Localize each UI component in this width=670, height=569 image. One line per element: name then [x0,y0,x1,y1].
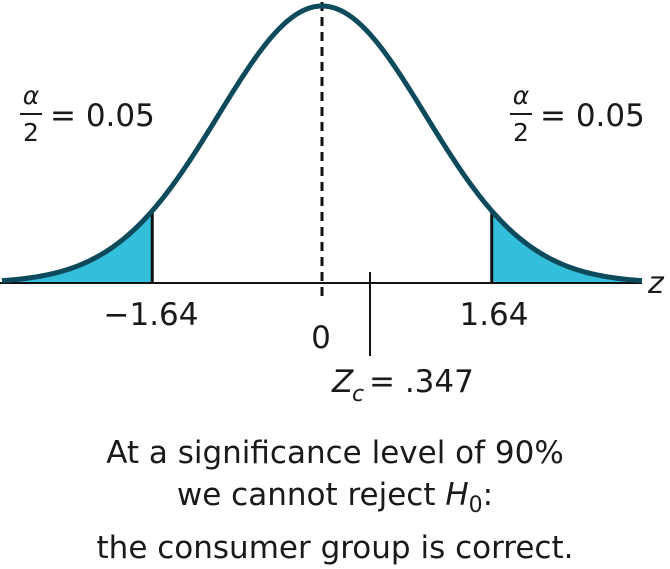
left-critical-value-label: −1.64 [104,297,199,333]
left-alpha-numerator: α [23,81,40,110]
normal-distribution-diagram: z −1.64 0 1.64 α 2 = 0.05 α 2 = 0.05 Z c… [0,2,665,407]
bell-curve [1,3,643,284]
caption-line-2-suffix: : [482,477,494,513]
caption-line-3: the consumer group is correct. [96,530,574,567]
conclusion-caption: At a significance level of 90% we cannot… [0,432,670,569]
caption-line-1: At a significance level of 90% [106,435,564,471]
right-alpha-numerator: α [513,81,530,110]
right-alpha-denominator: 2 [513,118,529,147]
left-alpha-value: = 0.05 [50,98,155,134]
left-alpha-denominator: 2 [23,118,39,147]
center-value-label: 0 [311,320,331,356]
left-alpha-label: α 2 = 0.05 [20,81,155,147]
caption-line-2-prefix: we cannot reject [176,477,446,513]
right-critical-value-label: 1.64 [459,297,528,333]
hypothesis-symbol: H [445,477,469,513]
left-rejection-region [2,210,153,283]
hypothesis-subscript: 0 [468,493,483,519]
zc-value: = .347 [369,364,474,400]
z-axis-label: z [647,266,665,301]
right-rejection-region [491,210,642,283]
test-statistic-label: Z c = .347 [331,364,474,407]
zc-symbol: Z [331,364,354,400]
caption-line-2: we cannot reject H0: [0,474,670,527]
right-alpha-value: = 0.05 [540,98,645,134]
zc-subscript: c [352,382,364,407]
right-alpha-label: α 2 = 0.05 [510,81,645,147]
